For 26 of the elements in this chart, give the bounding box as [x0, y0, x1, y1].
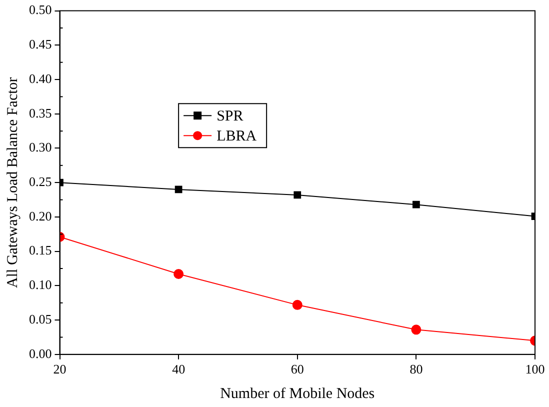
point	[412, 200, 420, 208]
y-tick-label: 0.45	[29, 36, 52, 52]
legend-label: SPR	[216, 108, 244, 125]
y-tick-label: 0.20	[29, 208, 52, 224]
x-tick-label: 80	[410, 362, 423, 377]
point	[174, 269, 184, 279]
point	[292, 300, 302, 310]
point	[294, 191, 302, 199]
y-tick-label: 0.00	[29, 346, 52, 361]
y-tick-label: 0.25	[29, 174, 52, 190]
y-tick-label: 0.50	[29, 2, 52, 18]
y-tick-label: 0.30	[29, 140, 52, 155]
x-axis-title: Number of Mobile Nodes	[220, 386, 375, 402]
legend-label: LBRA	[216, 128, 257, 145]
y-axis-title: All Gateways Load Balance Factor	[4, 77, 21, 288]
y-tick-label: 0.05	[29, 311, 52, 326]
x-tick-label: 100	[525, 362, 545, 377]
x-tick-label: 40	[172, 362, 186, 377]
y-tick-label: 0.10	[29, 277, 52, 292]
x-tick-label: 60	[290, 362, 304, 377]
y-tick-label: 0.35	[29, 105, 52, 120]
y-tick-label: 0.40	[29, 70, 52, 86]
y-tick-label: 0.15	[29, 242, 52, 258]
point	[174, 186, 182, 194]
point	[411, 324, 422, 335]
x-tick-label: 20	[53, 362, 66, 377]
